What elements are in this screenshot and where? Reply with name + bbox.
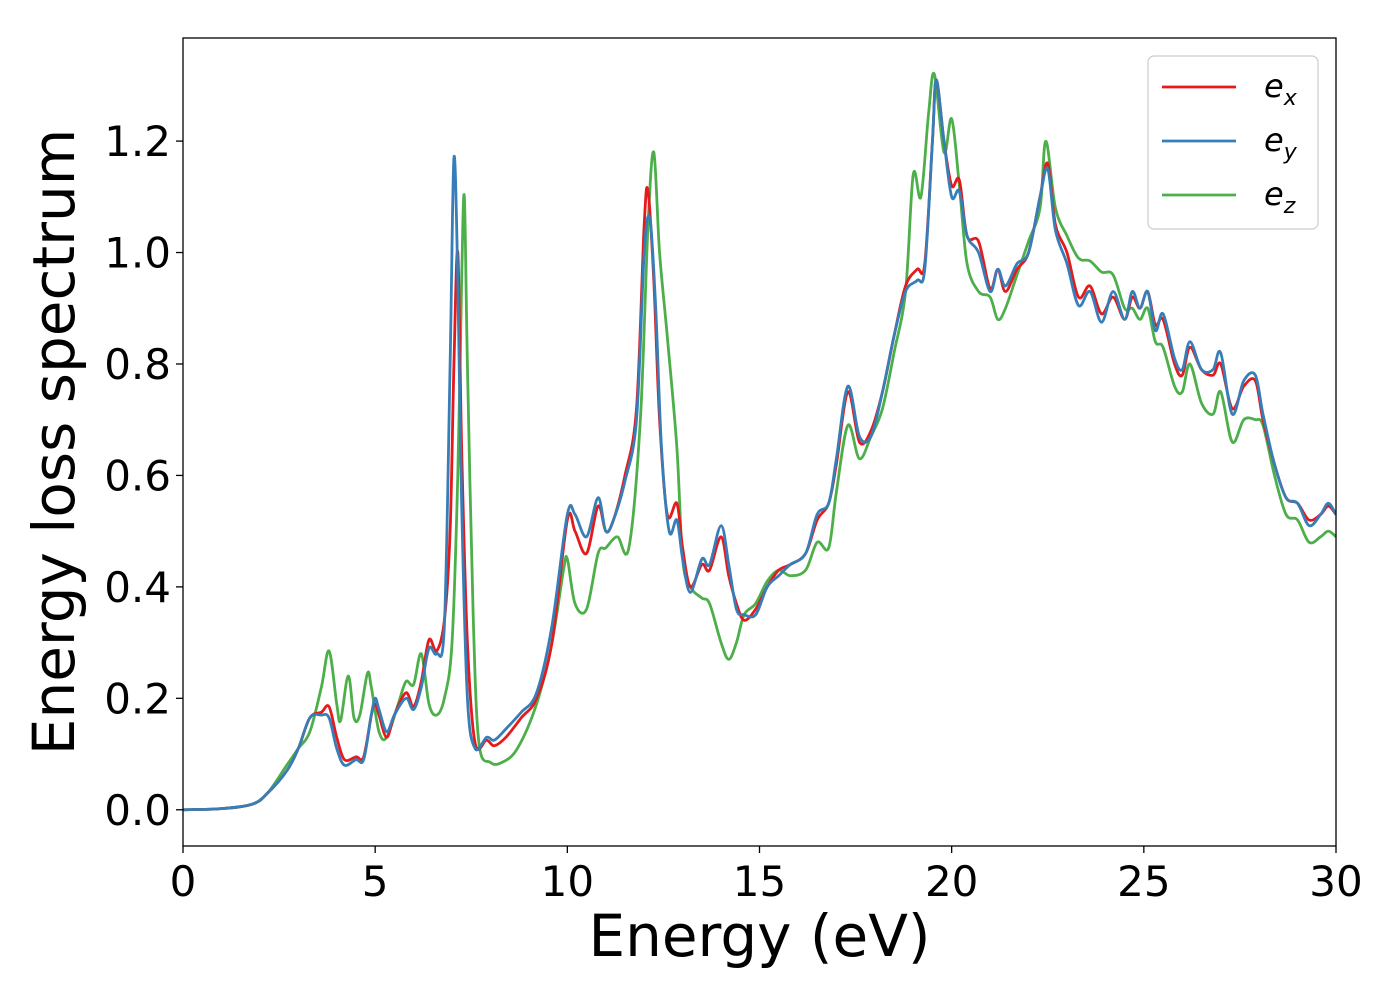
series-line-ey [183, 78, 1336, 812]
series-line-ez [183, 71, 1336, 812]
x-tick-label: 30 [1309, 857, 1362, 906]
legend-label-ez: ez [1264, 175, 1296, 219]
y-tick-label: 0.8 [104, 340, 171, 389]
y-tick-label: 1.0 [104, 229, 171, 278]
x-tick-label: 5 [362, 857, 389, 906]
x-tick-label: 20 [925, 857, 978, 906]
legend-box [1147, 55, 1319, 230]
x-tick-label: 10 [541, 857, 594, 906]
y-tick-label: 0.6 [104, 451, 171, 500]
y-tick-label: 0.4 [104, 563, 171, 612]
legend: ex ey ez [1147, 55, 1319, 230]
legend-label-ex: ex [1264, 67, 1298, 111]
y-tick-label: 0.2 [104, 674, 171, 723]
x-axis-title: Energy (eV) [588, 902, 930, 970]
series-layer [183, 71, 1336, 812]
y-axis-ticks: 0.0 0.2 0.4 0.6 0.8 1.0 1.2 [104, 117, 183, 835]
y-tick-label: 0.0 [104, 786, 171, 835]
y-axis-title: Energy loss spectrum [20, 129, 88, 755]
legend-label-ey: ey [1264, 121, 1298, 165]
x-tick-label: 25 [1117, 857, 1170, 906]
y-tick-label: 1.2 [104, 117, 171, 166]
x-tick-label: 0 [170, 857, 197, 906]
x-tick-label: 15 [733, 857, 786, 906]
x-axis-ticks: 0 5 10 15 20 25 30 [170, 846, 1363, 906]
